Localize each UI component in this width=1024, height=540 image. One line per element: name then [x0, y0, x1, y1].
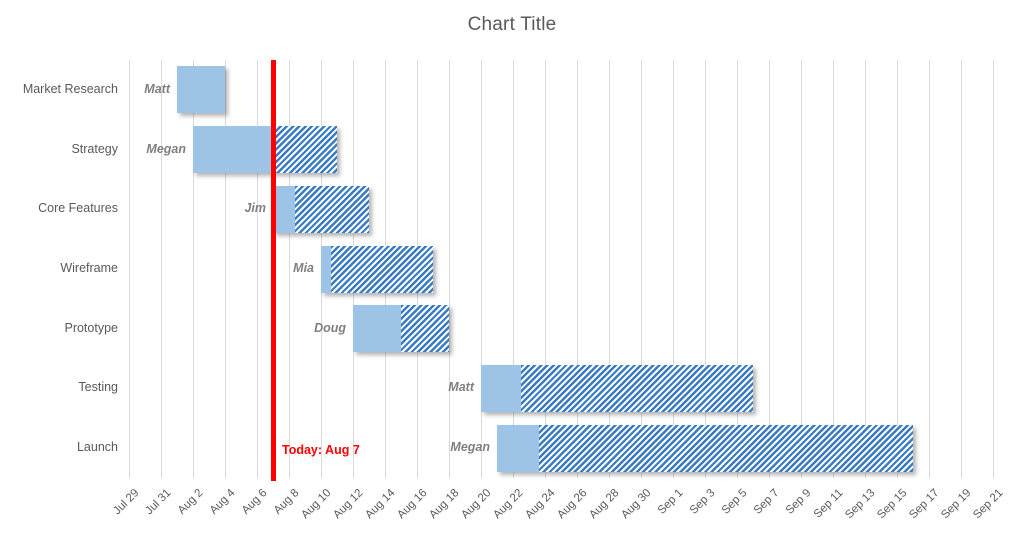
gridline [864, 60, 866, 478]
task-bar-hatched [538, 424, 913, 472]
gridline [448, 60, 450, 478]
task-bar [497, 424, 913, 472]
gridline [832, 60, 834, 478]
gridline [288, 60, 290, 478]
assignee-label: Matt [448, 380, 474, 395]
gridline [800, 60, 802, 478]
gridline [480, 60, 482, 478]
assignee-label: Matt [144, 81, 170, 96]
task-bar-solid [497, 424, 539, 472]
task-bar [321, 245, 433, 293]
task-bar-hatched [521, 364, 753, 412]
gridline [160, 60, 162, 478]
today-line [271, 60, 276, 481]
gridline [576, 60, 578, 478]
task-row-label: Wireframe [60, 261, 118, 275]
task-row-label: Strategy [71, 141, 118, 156]
task-bar-hatched [330, 245, 433, 293]
task-bar [177, 66, 225, 114]
gridline [928, 60, 930, 478]
assignee-label: Doug [314, 320, 346, 335]
task-bar-solid [481, 364, 521, 412]
task-bar-solid [177, 66, 225, 114]
gridline [512, 60, 514, 478]
gridline [256, 60, 258, 478]
gridline [608, 60, 610, 478]
task-row-label: Launch [76, 440, 118, 455]
task-bar-solid [321, 245, 331, 293]
gridline [704, 60, 706, 478]
task-bar [353, 305, 449, 353]
gridline [192, 60, 194, 478]
task-bar [193, 126, 337, 174]
task-row-label: Core Features [38, 201, 118, 216]
assignee-label: Jim [244, 201, 266, 216]
gridline [960, 60, 962, 478]
gridline [640, 60, 642, 478]
task-row-label: Prototype [64, 320, 118, 335]
gridline [224, 60, 226, 478]
task-bar-hatched [273, 126, 337, 174]
assignee-label: Megan [450, 440, 490, 455]
assignee-label: Mia [293, 261, 314, 275]
task-bar [273, 185, 369, 233]
task-bar-solid [353, 305, 401, 353]
gridline [736, 60, 738, 478]
assignee-label: Megan [146, 141, 186, 156]
gridline [672, 60, 674, 478]
task-bar-hatched [401, 305, 449, 353]
task-bar-solid [193, 126, 273, 174]
gridline [544, 60, 546, 478]
gridline [768, 60, 770, 478]
task-bar [481, 364, 753, 412]
task-row-label: Market Research [22, 81, 118, 96]
gridline [896, 60, 898, 478]
task-bar-solid [273, 185, 296, 233]
gridline [992, 60, 994, 478]
task-row-label: Testing [78, 380, 118, 395]
task-bar-hatched [295, 185, 369, 233]
today-label: Today: Aug 7 [282, 443, 360, 457]
chart-title: Chart Title [467, 14, 557, 35]
gridline [128, 60, 130, 478]
